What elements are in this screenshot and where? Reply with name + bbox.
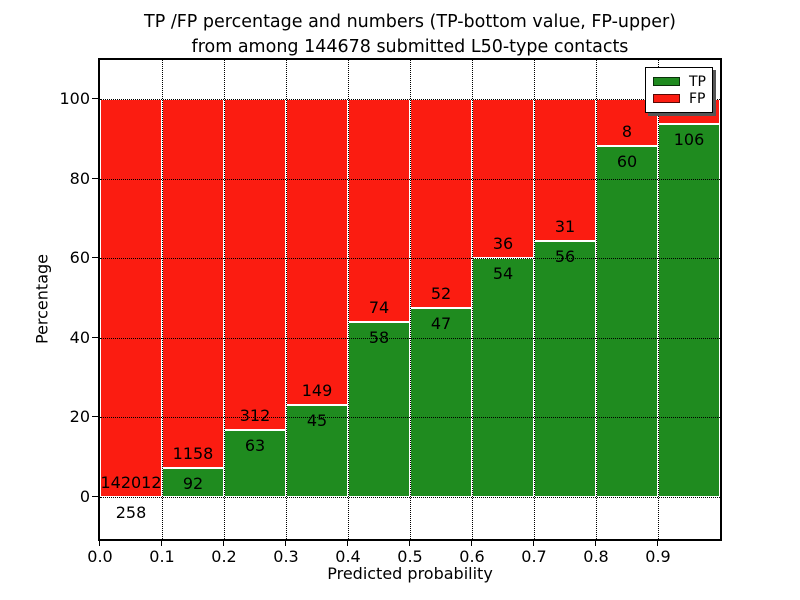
x-tick-label: 0.3 xyxy=(273,547,299,566)
x-tick-label: 0.7 xyxy=(521,547,547,566)
chart-title-line2: from among 144678 submitted L50-type con… xyxy=(191,37,629,57)
y-tick-label: 40 xyxy=(69,327,90,347)
plot-area: TP FP 142012 258 1158 92 312 63 149 45 74 58 52 47 3… xyxy=(59,58,722,566)
chart-title-line1: TP /FP percentage and numbers (TP-bottom… xyxy=(144,12,676,32)
bar-label-fp: 8 xyxy=(621,121,633,141)
gridline-v xyxy=(286,60,287,539)
x-tick xyxy=(409,539,410,546)
bar-segment-tp xyxy=(286,404,348,497)
gridline-v xyxy=(658,60,659,539)
x-tick-label: 0.8 xyxy=(583,547,609,566)
x-tick xyxy=(471,539,472,546)
bar-label-tp: 92 xyxy=(182,473,204,493)
bar-label-tp: 58 xyxy=(368,328,390,348)
bar-label-fp: 52 xyxy=(430,284,452,304)
tp-swatch-icon xyxy=(653,77,680,86)
bar-segment-fp xyxy=(348,99,410,323)
x-tick-label: 0.0 xyxy=(87,547,113,566)
y-tick xyxy=(92,496,100,497)
y-tick xyxy=(92,177,100,179)
x-tick-label: 0.2 xyxy=(211,547,237,566)
bar-label-tp: 60 xyxy=(616,151,638,171)
bar-segment-tp xyxy=(534,240,596,497)
x-tick xyxy=(285,539,286,546)
x-tick xyxy=(347,539,348,546)
chart-title: TP /FP percentage and numbers (TP-bottom… xyxy=(100,10,720,60)
bar-label-fp: 74 xyxy=(368,298,390,318)
y-tick xyxy=(92,257,100,259)
gridline-v xyxy=(162,60,163,539)
bar-segment-tp xyxy=(472,258,534,497)
gridline-v xyxy=(224,60,225,539)
bar-label-tp: 56 xyxy=(554,246,576,266)
bar-label-fp: 142012 xyxy=(100,473,162,492)
x-tick xyxy=(533,539,534,546)
bar-label-tp: 47 xyxy=(430,314,452,334)
gridline-v xyxy=(410,60,411,539)
gridline-v xyxy=(348,60,349,539)
y-tick xyxy=(92,98,100,99)
x-tick-label: 0.4 xyxy=(335,547,361,566)
gridline-v xyxy=(534,60,535,539)
y-tick-label: 0 xyxy=(79,487,90,506)
fp-swatch-icon xyxy=(653,94,680,103)
x-axis-label: Predicted probability xyxy=(327,564,493,583)
x-tick-label: 0.9 xyxy=(645,547,671,566)
bar-segment-fp xyxy=(286,99,348,405)
x-tick-label: 0.1 xyxy=(149,547,175,566)
bar-label-tp: 258 xyxy=(115,503,147,522)
legend-item-fp: FP xyxy=(653,90,706,107)
x-tick-label: 0.6 xyxy=(459,547,485,566)
legend-item-tp: TP xyxy=(653,73,706,90)
y-tick-label: 60 xyxy=(69,248,90,268)
bar-segment-tp xyxy=(596,145,658,497)
bar-label-fp: 312 xyxy=(239,406,271,426)
bar-segment-fp xyxy=(224,99,286,431)
gridline-v xyxy=(472,60,473,539)
x-tick xyxy=(657,539,658,546)
bar-segment-fp xyxy=(410,99,472,309)
y-tick-label: 80 xyxy=(69,168,90,188)
bar-label-fp: 31 xyxy=(554,216,576,236)
y-tick-label: 100 xyxy=(59,89,90,108)
legend: TP FP xyxy=(645,67,713,113)
y-tick xyxy=(92,416,100,418)
bar-segment-tp xyxy=(162,467,224,497)
bar-label-fp: 149 xyxy=(301,380,333,400)
bar-segment-fp xyxy=(534,99,596,241)
legend-label-tp: TP xyxy=(689,73,706,90)
y-tick xyxy=(92,336,100,338)
x-tick xyxy=(223,539,224,546)
x-tick xyxy=(161,539,162,546)
x-tick xyxy=(595,539,596,546)
bar-label-fp: 36 xyxy=(492,234,514,254)
bar-segment-tp xyxy=(410,308,472,497)
y-tick-label: 20 xyxy=(69,407,90,427)
bar-label-tp: 106 xyxy=(673,129,705,149)
bar-label-tp: 63 xyxy=(244,436,266,456)
x-tick-label: 0.5 xyxy=(397,547,423,566)
bar-label-tp: 54 xyxy=(492,264,514,284)
bar-segment-tp xyxy=(658,123,720,497)
bar-segment-fp xyxy=(162,99,224,468)
bar-label-tp: 45 xyxy=(306,410,328,430)
bar-segment-tp xyxy=(348,322,410,497)
bar-segment-fp xyxy=(100,99,162,497)
gridline-v xyxy=(596,60,597,539)
x-tick xyxy=(99,539,100,546)
bar-label-fp: 1158 xyxy=(172,443,214,463)
legend-label-fp: FP xyxy=(689,90,706,107)
